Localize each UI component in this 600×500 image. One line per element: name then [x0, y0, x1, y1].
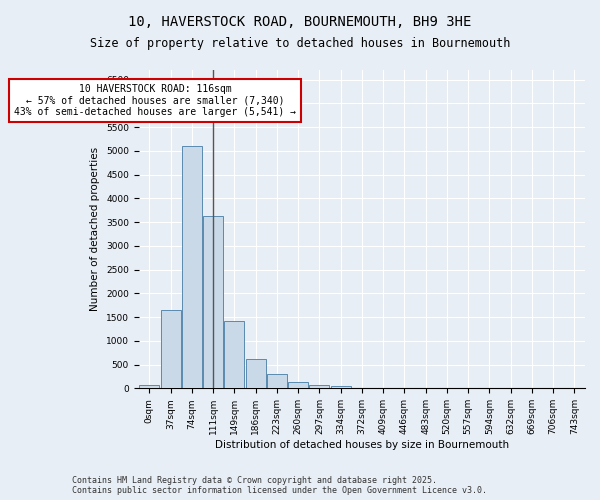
X-axis label: Distribution of detached houses by size in Bournemouth: Distribution of detached houses by size … — [215, 440, 509, 450]
Bar — [224, 321, 244, 388]
Bar — [245, 359, 266, 388]
Bar — [267, 374, 287, 388]
Bar — [182, 146, 202, 388]
Text: Contains HM Land Registry data © Crown copyright and database right 2025.
Contai: Contains HM Land Registry data © Crown c… — [72, 476, 487, 495]
Bar — [203, 216, 223, 388]
Y-axis label: Number of detached properties: Number of detached properties — [91, 147, 100, 311]
Bar — [161, 310, 181, 388]
Text: 10 HAVERSTOCK ROAD: 116sqm
← 57% of detached houses are smaller (7,340)
43% of s: 10 HAVERSTOCK ROAD: 116sqm ← 57% of deta… — [14, 84, 296, 117]
Bar — [288, 382, 308, 388]
Bar — [331, 386, 351, 388]
Bar — [309, 385, 329, 388]
Text: Size of property relative to detached houses in Bournemouth: Size of property relative to detached ho… — [90, 38, 510, 51]
Bar — [139, 386, 160, 388]
Text: 10, HAVERSTOCK ROAD, BOURNEMOUTH, BH9 3HE: 10, HAVERSTOCK ROAD, BOURNEMOUTH, BH9 3H… — [128, 15, 472, 29]
